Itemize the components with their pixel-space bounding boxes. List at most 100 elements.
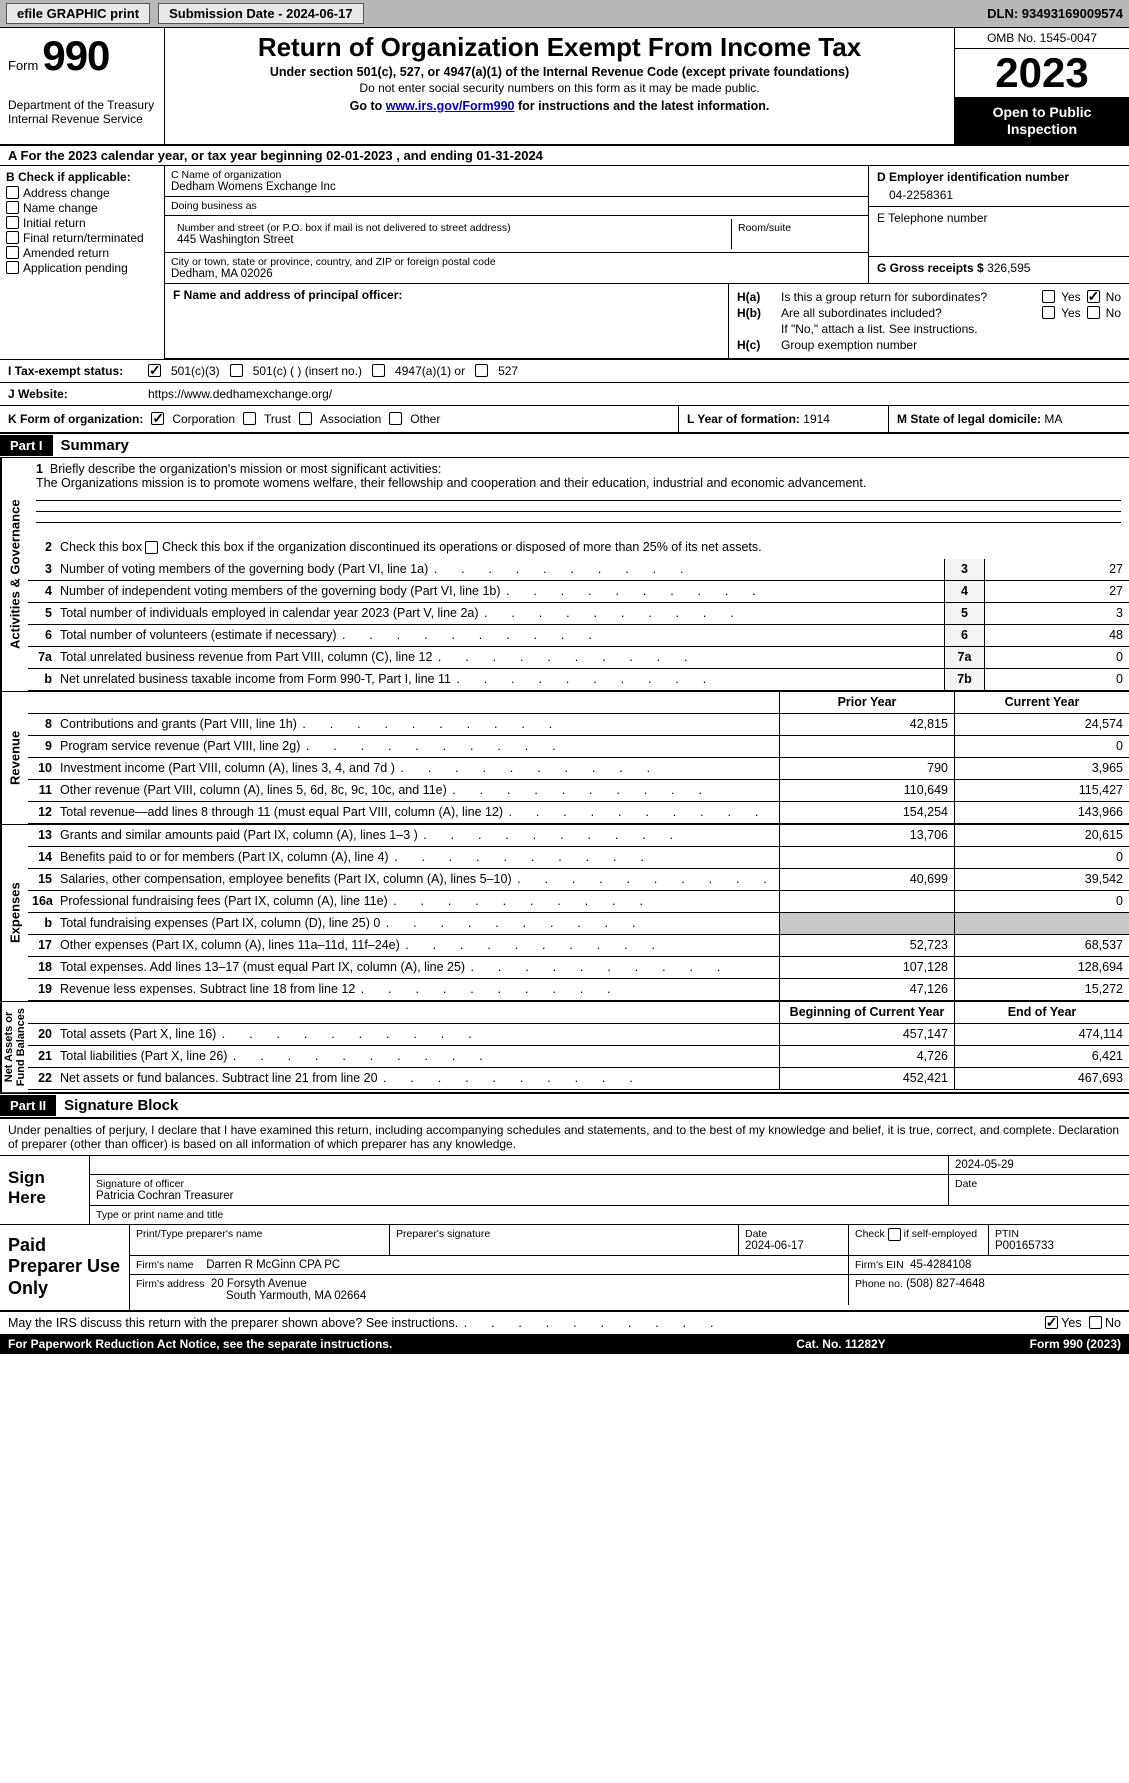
summary-line: 5Total number of individuals employed in… [28,603,1129,625]
addr-change-checkbox[interactable] [6,186,19,199]
state-domicile: MA [1044,412,1062,426]
self-employed-checkbox[interactable] [888,1228,901,1241]
org-name: Dedham Womens Exchange Inc [171,181,862,193]
amended-return-checkbox[interactable] [6,246,19,259]
form-label: Form [8,58,38,73]
end-year-header: End of Year [954,1002,1129,1023]
summary-line: 18Total expenses. Add lines 13–17 (must … [28,957,1129,979]
column-d-ein: D Employer identification number 04-2258… [869,166,1129,283]
irs-discuss-row: May the IRS discuss this return with the… [0,1312,1129,1334]
dln-label: DLN: 93493169009574 [987,6,1123,21]
column-b-checkboxes: B Check if applicable: Address change Na… [0,166,165,359]
department-label: Department of the Treasury Internal Reve… [8,98,156,127]
summary-line: 22Net assets or fund balances. Subtract … [28,1068,1129,1090]
form-header: Form 990 Department of the Treasury Inte… [0,28,1129,146]
mission-text: The Organizations mission is to promote … [36,476,866,490]
summary-line: 13Grants and similar amounts paid (Part … [28,825,1129,847]
footer-mid: Cat. No. 11282Y [741,1337,941,1351]
column-c-name-address: C Name of organization Dedham Womens Exc… [165,166,869,283]
summary-line: 11Other revenue (Part VIII, column (A), … [28,780,1129,802]
city-label: City or town, state or province, country… [171,256,862,268]
firm-ein: 45-4284108 [910,1259,971,1271]
501c-checkbox[interactable] [230,364,243,377]
summary-line: 19Revenue less expenses. Subtract line 1… [28,979,1129,1001]
part-2-label: Part II [0,1095,56,1116]
open-to-public: Open to Public Inspection [955,98,1129,144]
line-a-tax-year: A For the 2023 calendar year, or tax yea… [0,146,1129,166]
tax-year: 2023 [955,49,1129,98]
discontinued-checkbox[interactable] [145,541,158,554]
footer-right: Form 990 (2023) [941,1337,1121,1351]
summary-line: bNet unrelated business taxable income f… [28,669,1129,691]
dba-label: Doing business as [171,200,862,212]
527-checkbox[interactable] [475,364,488,377]
signature-declaration: Under penalties of perjury, I declare th… [0,1117,1129,1155]
summary-line: 6Total number of volunteers (estimate if… [28,625,1129,647]
org-name-label: C Name of organization [171,169,862,181]
ha-no-checkbox[interactable] [1087,290,1100,303]
summary-line: 10Investment income (Part VIII, column (… [28,758,1129,780]
name-change-checkbox[interactable] [6,201,19,214]
summary-line: 4Number of independent voting members of… [28,581,1129,603]
tab-expenses: Expenses [0,825,28,1001]
year-formation: 1914 [803,412,830,426]
sign-here-block: Sign Here 2024-05-29 Signature of office… [0,1155,1129,1225]
tab-activities-governance: Activities & Governance [0,458,28,691]
sign-here-label: Sign Here [0,1156,90,1224]
subtitle-3: Go to www.irs.gov/Form990 for instructio… [175,99,944,113]
subtitle-1: Under section 501(c), 527, or 4947(a)(1)… [175,65,944,79]
other-checkbox[interactable] [389,412,402,425]
gross-label: G Gross receipts $ [877,261,984,275]
discuss-no-checkbox[interactable] [1089,1316,1102,1329]
firm-addr2: South Yarmouth, MA 02664 [136,1290,366,1302]
corp-checkbox[interactable] [151,412,164,425]
activities-governance-section: Activities & Governance 1 Briefly descri… [0,458,1129,692]
summary-line: 15Salaries, other compensation, employee… [28,869,1129,891]
website-value: https://www.dedhamexchange.org/ [148,387,332,401]
line-2: Check this box Check this box if the org… [56,537,1129,559]
ha-yes-checkbox[interactable] [1042,290,1055,303]
prior-year-header: Prior Year [779,692,954,713]
initial-return-checkbox[interactable] [6,216,19,229]
summary-line: 7aTotal unrelated business revenue from … [28,647,1129,669]
section-identity: B Check if applicable: Address change Na… [0,166,1129,360]
current-year-header: Current Year [954,692,1129,713]
gross-value: 326,595 [987,261,1030,275]
discuss-yes-checkbox[interactable] [1045,1316,1058,1329]
irs-link[interactable]: www.irs.gov/Form990 [386,99,515,113]
omb-number: OMB No. 1545-0047 [955,28,1129,49]
summary-line: 12Total revenue—add lines 8 through 11 (… [28,802,1129,824]
paid-preparer-block: Paid Preparer Use Only Print/Type prepar… [0,1225,1129,1312]
4947-checkbox[interactable] [372,364,385,377]
row-klm: K Form of organization: Corporation Trus… [0,406,1129,434]
hb-yes-checkbox[interactable] [1042,306,1055,319]
501c3-checkbox[interactable] [148,364,161,377]
column-f-officer: F Name and address of principal officer: [165,284,729,358]
summary-line: 16aProfessional fundraising fees (Part I… [28,891,1129,913]
ein-value: 04-2258361 [877,184,1121,202]
phone-label: E Telephone number [877,211,1121,225]
part-1-label: Part I [0,435,53,456]
suite-label: Room/suite [738,222,856,234]
assoc-checkbox[interactable] [299,412,312,425]
part-1-header-row: Part I Summary [0,434,1129,458]
tab-net-assets: Net Assets or Fund Balances [0,1002,28,1092]
ptin-value: P00165733 [995,1240,1054,1252]
summary-line: bTotal fundraising expenses (Part IX, co… [28,913,1129,935]
final-return-checkbox[interactable] [6,231,19,244]
subtitle-2: Do not enter social security numbers on … [175,81,944,95]
firm-addr1: 20 Forsyth Avenue [211,1278,307,1290]
trust-checkbox[interactable] [243,412,256,425]
city-value: Dedham, MA 02026 [171,268,862,280]
app-pending-checkbox[interactable] [6,261,19,274]
summary-line: 21Total liabilities (Part X, line 26)4,7… [28,1046,1129,1068]
form-title: Return of Organization Exempt From Incom… [175,32,944,63]
page-footer: For Paperwork Reduction Act Notice, see … [0,1334,1129,1354]
hb-no-checkbox[interactable] [1087,306,1100,319]
summary-line: 9Program service revenue (Part VIII, lin… [28,736,1129,758]
submission-date: Submission Date - 2024-06-17 [158,3,364,24]
efile-print-button[interactable]: efile GRAPHIC print [6,3,150,24]
part-2-header-row: Part II Signature Block [0,1094,1129,1117]
ein-label: D Employer identification number [877,170,1121,184]
line-1-label: Briefly describe the organization's miss… [50,462,441,476]
